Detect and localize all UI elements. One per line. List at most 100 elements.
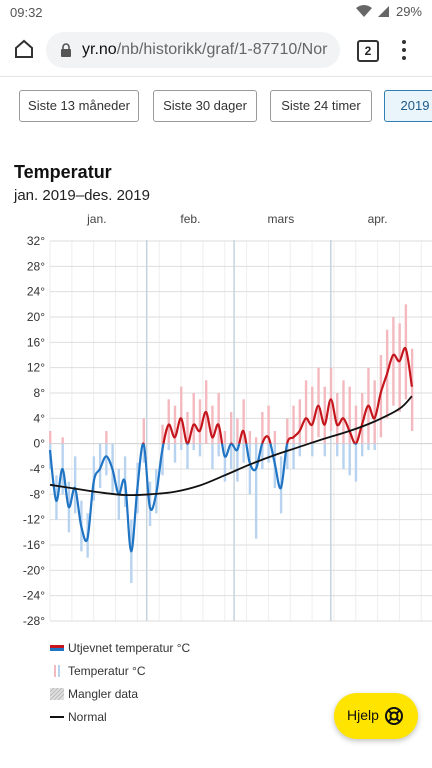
battery-percent: 29% (395, 4, 422, 19)
temperature-bar (298, 399, 301, 444)
temperature-bar (392, 317, 395, 406)
temperature-bar (236, 443, 239, 482)
temperature-bar (254, 437, 258, 444)
status-icons: 29% (355, 4, 422, 19)
temperature-bar (336, 393, 339, 444)
temperature-bar (342, 443, 345, 469)
temperature-bar (410, 348, 414, 431)
temperature-bar (336, 443, 339, 457)
period-button-13-months[interactable]: Siste 13 måneder (19, 90, 139, 122)
menu-icon[interactable] (400, 40, 408, 62)
temperature-chart[interactable]: 32° 28° 24° 20° 16° 12° 8° 4° 0° -4° -8° -12° -16° -2… (0, 204, 432, 630)
lock-icon (61, 43, 71, 57)
y-tick-label: 24° (27, 285, 45, 299)
month-label: mars (268, 212, 295, 226)
period-button-30-days[interactable]: Siste 30 dager (153, 90, 257, 122)
temperature-bar (173, 405, 177, 444)
temperature-bar (198, 399, 202, 444)
temperature-bar (348, 443, 351, 476)
temperature-bar (292, 405, 295, 444)
address-bar[interactable]: yr.no/nb/historikk/graf/1-87710/Nor (46, 32, 340, 68)
tab-switcher-button[interactable]: 2 (357, 40, 379, 62)
url-host: yr.no (82, 41, 117, 58)
temperature-bar (398, 323, 401, 412)
y-tick-label: -24° (23, 589, 45, 603)
y-tick-label: -16° (23, 538, 45, 552)
url-path: /nb/historikk/graf/1-87710/Nor (116, 41, 328, 58)
legend-label-smoothed: Utjevnet temperatur °C (68, 641, 191, 655)
temperature-bar (323, 443, 326, 457)
temperature-bar (304, 380, 308, 444)
legend-label-missing: Mangler data (68, 687, 139, 701)
temperature-bar (261, 443, 264, 469)
home-icon[interactable] (12, 37, 36, 61)
temperature-bar (286, 443, 289, 469)
y-tick-label: 8° (34, 386, 46, 400)
period-button-2019[interactable]: 2019 (384, 90, 432, 122)
temperature-bar (323, 386, 326, 444)
temperature-bar (49, 431, 52, 444)
temperature-bar (223, 431, 227, 444)
temperature-bar (261, 412, 264, 444)
help-button[interactable]: Hjelp (334, 693, 418, 739)
temperature-bar (173, 443, 177, 463)
legend-label-temperature: Temperatur °C (68, 664, 146, 678)
temperature-bar (286, 418, 289, 444)
y-tick-label: 0° (34, 437, 46, 451)
temperature-bar (367, 443, 370, 450)
y-tick-label: 20° (27, 310, 45, 324)
temperature-bar (180, 443, 183, 450)
temperature-bar (211, 443, 214, 469)
url-text[interactable]: yr.no/nb/historikk/graf/1-87710/Nor (82, 41, 334, 59)
temperature-bar (292, 443, 295, 469)
temperature-bar (217, 393, 220, 444)
smoothed-temperature-line-warm (141, 346, 413, 444)
normal-line-icon (50, 716, 64, 718)
temperature-bar (186, 412, 189, 444)
temperature-bar (186, 443, 189, 469)
temperature-bar (229, 412, 233, 444)
missing-data-icon (50, 688, 64, 700)
temperature-bar-icon (54, 665, 60, 677)
temperature-bar (142, 418, 145, 444)
temperature-bar (354, 443, 358, 482)
wifi-icon (355, 5, 372, 17)
y-tick-label: 28° (27, 259, 45, 273)
month-label: feb. (180, 212, 200, 226)
temperature-bar (161, 443, 164, 476)
smoothed-line-icon (50, 645, 64, 651)
y-tick-label: -4° (30, 462, 46, 476)
temperature-bar (311, 443, 314, 457)
temperature-bar (273, 431, 277, 444)
temperature-bar (180, 386, 183, 444)
period-button-24-hours[interactable]: Siste 24 timer (270, 90, 372, 122)
temperature-bar (311, 386, 314, 444)
temperature-bar (348, 386, 351, 444)
temperature-bar (373, 443, 376, 450)
temperature-bar (267, 443, 270, 463)
temperature-bar (373, 380, 376, 444)
status-bar: 09:32 29% (0, 0, 432, 24)
temperature-bar (361, 393, 364, 444)
temperature-bar (217, 443, 220, 457)
signal-icon (377, 6, 389, 17)
temperature-bar (55, 475, 58, 520)
legend-label-normal: Normal (68, 710, 107, 724)
temperature-bar (61, 437, 64, 444)
temperature-bar (198, 443, 202, 457)
temperature-bar (242, 443, 245, 463)
temperature-bar (354, 405, 358, 444)
status-time: 09:32 (10, 5, 43, 20)
temperature-bar (254, 443, 258, 539)
y-tick-label: 4° (34, 411, 46, 425)
temperature-bar (167, 399, 170, 444)
temperature-bar (192, 393, 195, 444)
y-tick-label: -8° (30, 487, 46, 501)
temperature-bar (211, 405, 214, 444)
temperature-bar (229, 443, 233, 469)
lifebuoy-icon (385, 707, 403, 725)
temperature-bar (142, 443, 145, 463)
month-label: apr. (368, 212, 388, 226)
y-tick-label: -28° (23, 614, 45, 628)
temperature-bar (223, 443, 227, 482)
